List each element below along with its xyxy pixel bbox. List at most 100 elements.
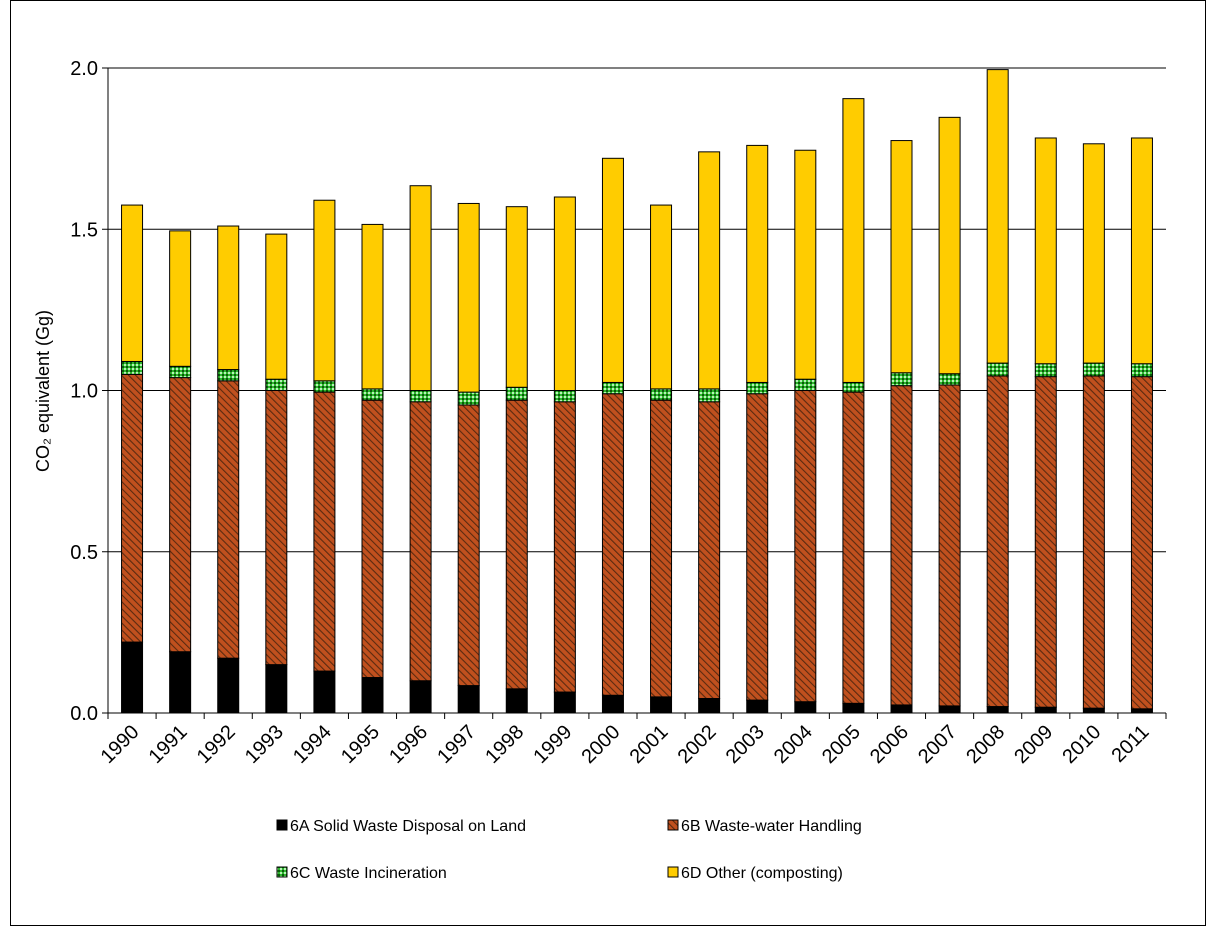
bar-2010-series-3 — [1082, 143, 1105, 364]
legend: 6A Solid Waste Disposal on Land 6B Waste-… — [276, 818, 862, 882]
bar-2001-series-1 — [650, 399, 673, 698]
bar-2000-series-0 — [601, 694, 624, 714]
bar-2003-series-3 — [746, 144, 769, 383]
bar-1995-series-0 — [361, 677, 384, 714]
bar-2001-series-3 — [650, 204, 673, 390]
bar-2008-series-3 — [986, 69, 1009, 364]
x-tick-label: 2006 — [866, 721, 913, 768]
x-tick-label: 1997 — [433, 721, 480, 768]
bar-1998-series-0 — [505, 688, 528, 714]
bar-1998-series-2 — [505, 386, 528, 401]
x-tick-labels: 1990 1991 1992 1993 1994 1995 1996 1997 1998 1999… — [97, 721, 1154, 768]
legend-swatch — [276, 866, 288, 878]
x-tick-label: 2004 — [770, 721, 817, 768]
bar-2000-series-2 — [601, 381, 624, 395]
y-tick-label: 1.0 — [70, 381, 98, 403]
bar-1996-series-1 — [409, 401, 432, 682]
bar-2007-series-1 — [938, 384, 961, 707]
bar-1997-series-2 — [457, 391, 480, 406]
bar-2000-series-1 — [601, 393, 624, 696]
bar-2009-series-3 — [1034, 137, 1057, 365]
bar-2006-series-3 — [890, 140, 913, 374]
bar-2004-series-1 — [794, 390, 817, 703]
x-tick-label: 1990 — [97, 721, 144, 768]
bars — [121, 69, 1153, 714]
bar-2007-series-3 — [938, 116, 961, 375]
bar-2008-series-2 — [986, 362, 1009, 377]
bar-1993-series-2 — [265, 378, 288, 391]
bar-1991-series-2 — [169, 365, 192, 379]
bar-2009-series-0 — [1034, 706, 1057, 714]
x-tick-label: 1992 — [193, 721, 240, 768]
bar-2005-series-2 — [842, 381, 865, 393]
bar-1990-series-0 — [121, 641, 144, 714]
bar-1999-series-2 — [553, 390, 576, 403]
bar-1995-series-2 — [361, 388, 384, 401]
bar-1997-series-1 — [457, 404, 480, 687]
bar-2001-series-2 — [650, 388, 673, 401]
legend-label: 6D Other (composting) — [681, 865, 843, 882]
bar-1990-series-2 — [121, 360, 144, 375]
x-tick-label: 1995 — [337, 721, 384, 768]
x-tick-label: 2011 — [1108, 721, 1154, 767]
bar-1993-series-0 — [265, 664, 288, 714]
bar-2004-series-3 — [794, 149, 817, 380]
x-tick-label: 2002 — [674, 721, 721, 768]
legend-label: 6C Waste Incineration — [290, 865, 447, 882]
bar-2005-series-3 — [842, 98, 865, 383]
bar-2011-series-0 — [1130, 708, 1153, 714]
bar-1999-series-1 — [553, 401, 576, 693]
bar-1992-series-3 — [217, 225, 240, 371]
y-tick-label: 0.0 — [70, 703, 98, 725]
axes — [107, 68, 1167, 719]
bar-2010-series-1 — [1082, 375, 1105, 709]
bar-1999-series-0 — [553, 691, 576, 714]
x-tick-label: 1998 — [481, 721, 528, 768]
bar-1991-series-0 — [169, 651, 192, 714]
bar-2007-series-2 — [938, 373, 961, 386]
bar-1997-series-3 — [457, 202, 480, 393]
x-tick-label: 1993 — [241, 721, 288, 768]
bar-1999-series-3 — [553, 196, 576, 391]
bar-2002-series-1 — [698, 401, 721, 699]
bar-2006-series-0 — [890, 704, 913, 714]
bar-2002-series-3 — [698, 151, 721, 390]
bar-1996-series-3 — [409, 185, 432, 391]
bar-2006-series-2 — [890, 372, 913, 387]
bar-1998-series-3 — [505, 206, 528, 388]
bar-1995-series-3 — [361, 223, 384, 390]
bar-1991-series-3 — [169, 230, 192, 367]
bar-2009-series-2 — [1034, 363, 1057, 378]
x-tick-label: 2007 — [914, 721, 961, 768]
bar-2010-series-2 — [1082, 362, 1105, 377]
legend-label: 6B Waste-water Handling — [681, 818, 862, 835]
bar-1996-series-0 — [409, 680, 432, 714]
bar-2011-series-2 — [1130, 363, 1153, 378]
x-tick-label: 2000 — [577, 721, 624, 768]
bar-1993-series-1 — [265, 390, 288, 666]
bar-2004-series-2 — [794, 378, 817, 391]
x-tick-label: 2003 — [722, 721, 769, 768]
bar-2001-series-0 — [650, 696, 673, 714]
y-tick-label: 1.5 — [70, 219, 98, 241]
x-tick-label: 1996 — [385, 721, 432, 768]
legend-swatch — [276, 819, 288, 831]
x-tick-label: 2005 — [818, 721, 865, 768]
bar-1990-series-1 — [121, 373, 144, 643]
bar-2008-series-1 — [986, 375, 1009, 708]
bar-2003-series-2 — [746, 381, 769, 395]
bar-1995-series-1 — [361, 399, 384, 679]
y-tick-labels: 0.0 0.5 1.0 1.5 2.0 — [70, 58, 98, 725]
bar-1992-series-2 — [217, 369, 240, 382]
bar-1990-series-3 — [121, 204, 144, 362]
x-tick-label: 2010 — [1058, 721, 1105, 768]
bar-1998-series-1 — [505, 399, 528, 690]
bar-2008-series-0 — [986, 706, 1009, 714]
bar-1994-series-0 — [313, 670, 336, 714]
y-axis-title: CO₂ equivalent (Gg) — [33, 310, 53, 472]
bar-2005-series-0 — [842, 702, 865, 714]
legend-swatch — [667, 819, 679, 831]
bar-2004-series-0 — [794, 701, 817, 714]
x-tick-label: 2008 — [962, 721, 1009, 768]
